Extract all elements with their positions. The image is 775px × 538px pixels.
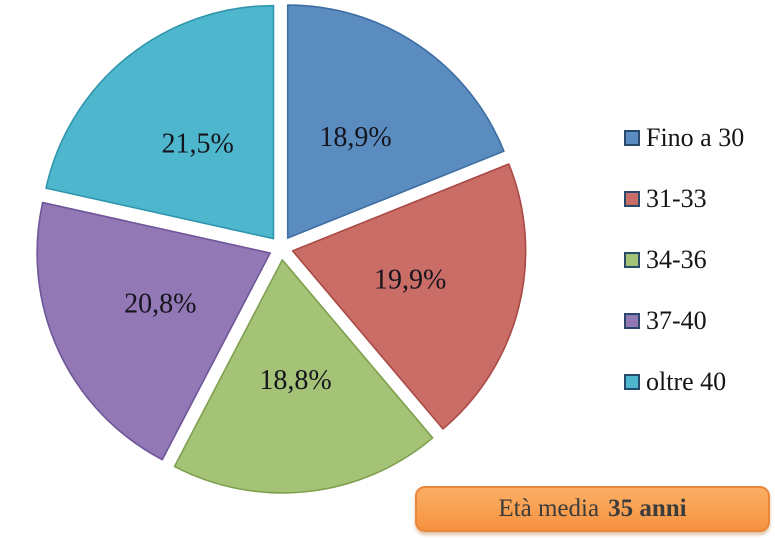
- average-age-badge: Età media 35 anni: [415, 486, 770, 532]
- legend-swatch-icon: [624, 190, 640, 207]
- legend-swatch-icon: [624, 129, 640, 146]
- slice-value-label-oltre-40: 21,5%: [162, 129, 234, 160]
- slice-value-label-34-36: 18,8%: [259, 365, 331, 396]
- pie-slice-oltre-40: [45, 4, 275, 240]
- pie-slice-fino-a-30: [286, 4, 505, 239]
- legend-item-37-40: 37-40: [624, 307, 744, 334]
- legend-item-31-33: 31-33: [624, 185, 744, 212]
- slice-value-label-fino-a-30: 18,9%: [319, 122, 391, 153]
- legend-label: 31-33: [646, 183, 707, 213]
- pie-slice-31-33: [291, 163, 527, 430]
- legend-swatch-icon: [624, 251, 640, 268]
- legend-label: Fino a 30: [646, 122, 745, 152]
- badge-bold-text: 35 anni: [608, 495, 687, 522]
- slice-value-label-37-40: 20,8%: [124, 289, 196, 320]
- legend-swatch-icon: [624, 312, 640, 329]
- chart-legend: Fino a 30 31-33 34-36 37-40 oltre 40: [624, 124, 744, 429]
- pie-slice-37-40: [36, 201, 271, 461]
- legend-item-oltre-40: oltre 40: [624, 368, 744, 395]
- legend-label: oltre 40: [646, 366, 727, 396]
- legend-item-34-36: 34-36: [624, 246, 744, 273]
- legend-label: 37-40: [646, 305, 707, 335]
- legend-swatch-icon: [624, 373, 640, 390]
- legend-label: 34-36: [646, 244, 707, 274]
- badge-prefix-text: Età media: [498, 495, 600, 522]
- legend-item-fino-a-30: Fino a 30: [624, 124, 744, 151]
- pie-slice-34-36: [173, 259, 434, 494]
- slice-value-label-31-33: 19,9%: [374, 265, 446, 296]
